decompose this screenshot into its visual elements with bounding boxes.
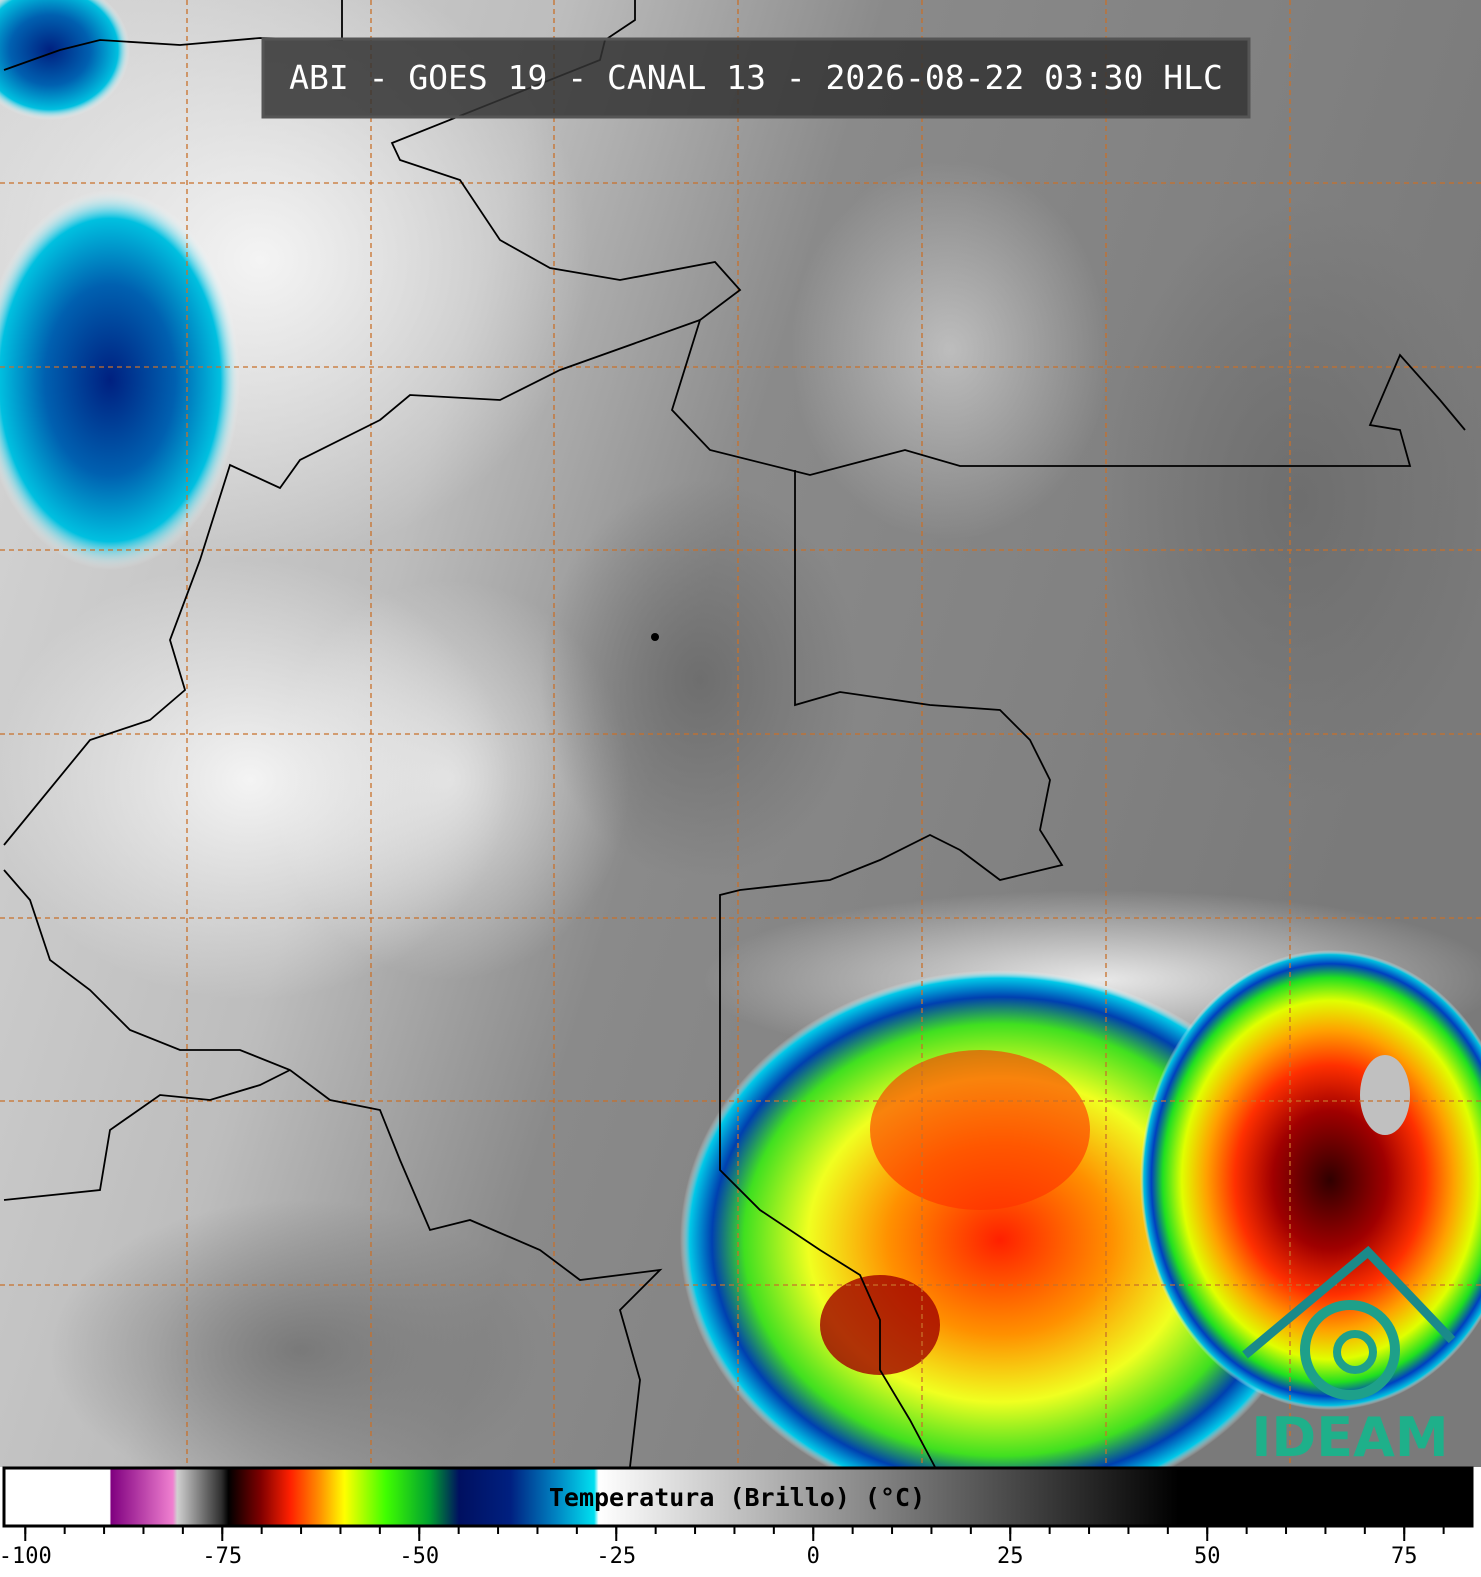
grid bbox=[0, 0, 1481, 1467]
tick-label: 25 bbox=[997, 1544, 1024, 1569]
colorbar-label: Temperatura (Brillo) (°C) bbox=[549, 1483, 925, 1512]
tick-label: -25 bbox=[596, 1544, 636, 1569]
title-box: ABI - GOES 19 - CANAL 13 - 2026-08-22 03… bbox=[261, 37, 1251, 119]
satellite-image bbox=[0, 0, 1481, 1467]
tick-label: 50 bbox=[1194, 1544, 1221, 1569]
tick-label: -100 bbox=[0, 1544, 52, 1569]
logo-text: IDEAM bbox=[1251, 1406, 1448, 1469]
tick-label: -50 bbox=[399, 1544, 439, 1569]
colorbar: Temperatura (Brillo) (°C) -100 -75 -50 -25 0… bbox=[0, 1466, 1474, 1569]
title: ABI - GOES 19 - CANAL 13 - 2026-08-22 03… bbox=[289, 58, 1223, 97]
tick-label: 0 bbox=[807, 1544, 820, 1569]
logo: IDEAM bbox=[1242, 1245, 1456, 1469]
tick-label: 75 bbox=[1391, 1544, 1418, 1569]
tick-label: -75 bbox=[202, 1544, 242, 1569]
